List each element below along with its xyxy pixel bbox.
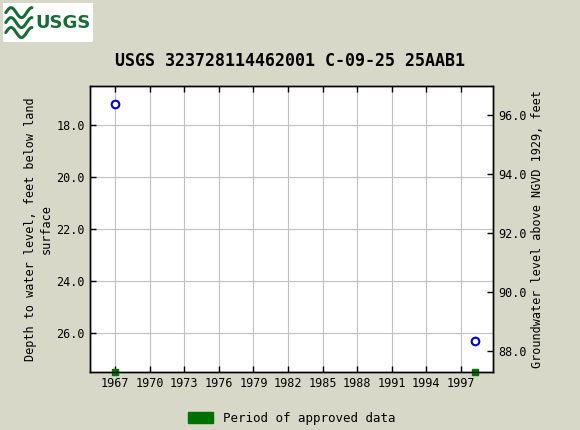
Y-axis label: Depth to water level, feet below land
surface: Depth to water level, feet below land su… (24, 97, 52, 361)
Text: USGS: USGS (35, 14, 90, 31)
Legend: Period of approved data: Period of approved data (183, 407, 400, 430)
Bar (3, 3, 93, 43)
Y-axis label: Groundwater level above NGVD 1929, feet: Groundwater level above NGVD 1929, feet (531, 90, 543, 368)
Text: USGS 323728114462001 C-09-25 25AAB1: USGS 323728114462001 C-09-25 25AAB1 (115, 52, 465, 70)
